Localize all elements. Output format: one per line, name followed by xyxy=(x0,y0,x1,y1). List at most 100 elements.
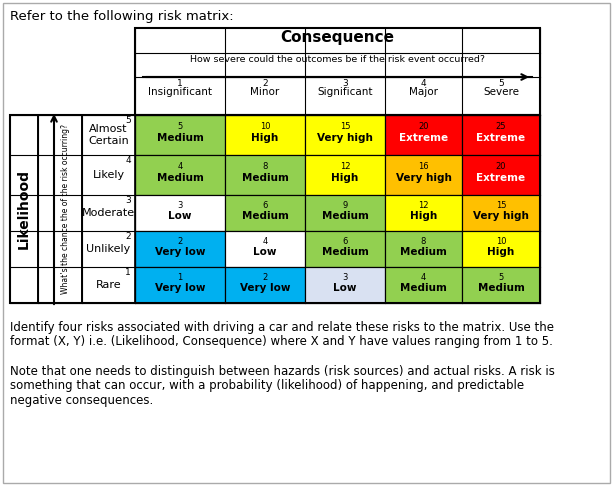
Text: Rare: Rare xyxy=(96,280,121,290)
Bar xyxy=(385,195,462,231)
Bar xyxy=(225,195,305,231)
Text: Low: Low xyxy=(253,247,276,257)
Text: Medium: Medium xyxy=(322,211,368,221)
Text: Insignificant: Insignificant xyxy=(148,87,212,97)
Bar xyxy=(82,115,135,303)
Text: 8: 8 xyxy=(262,162,268,171)
Text: 4: 4 xyxy=(262,237,268,245)
Text: 2: 2 xyxy=(177,237,183,245)
Bar xyxy=(385,231,462,267)
Text: Medium: Medium xyxy=(322,247,368,257)
Text: High: High xyxy=(332,173,359,183)
Text: negative consequences.: negative consequences. xyxy=(10,394,153,406)
Bar xyxy=(462,267,540,303)
Text: Consequence: Consequence xyxy=(281,30,395,45)
Bar xyxy=(305,267,385,303)
Text: 6: 6 xyxy=(342,237,348,245)
Text: 5: 5 xyxy=(498,79,504,88)
Text: 1: 1 xyxy=(177,79,183,88)
Bar xyxy=(38,115,82,303)
Text: Medium: Medium xyxy=(156,173,204,183)
Bar xyxy=(135,195,225,231)
Bar xyxy=(225,267,305,303)
Text: Very high: Very high xyxy=(395,173,451,183)
Text: Refer to the following risk matrix:: Refer to the following risk matrix: xyxy=(10,10,234,23)
Text: Low: Low xyxy=(168,211,192,221)
Text: 4: 4 xyxy=(421,79,426,88)
Bar xyxy=(135,28,540,115)
Text: 2: 2 xyxy=(262,79,268,88)
Text: something that can occur, with a probability (likelihood) of happening, and pred: something that can occur, with a probabi… xyxy=(10,379,524,392)
Text: 10: 10 xyxy=(496,237,506,245)
Text: How severe could the outcomes be if the risk event occurred?: How severe could the outcomes be if the … xyxy=(190,55,485,64)
Text: 6: 6 xyxy=(262,201,268,209)
Text: 8: 8 xyxy=(421,237,426,245)
Text: High: High xyxy=(487,247,515,257)
Text: Unlikely: Unlikely xyxy=(86,244,131,254)
Text: Low: Low xyxy=(333,283,357,293)
Bar xyxy=(135,267,225,303)
Text: 3: 3 xyxy=(342,79,348,88)
Text: 1: 1 xyxy=(177,273,183,281)
Bar xyxy=(385,267,462,303)
Bar xyxy=(305,155,385,195)
Text: 20: 20 xyxy=(496,162,506,171)
Text: 3: 3 xyxy=(125,196,131,205)
Bar xyxy=(10,115,540,303)
Text: Medium: Medium xyxy=(400,283,447,293)
Text: 15: 15 xyxy=(496,201,506,209)
Text: Very low: Very low xyxy=(154,247,205,257)
Text: Likely: Likely xyxy=(93,170,124,180)
Bar xyxy=(462,195,540,231)
Text: Medium: Medium xyxy=(156,133,204,143)
Text: 9: 9 xyxy=(343,201,348,209)
Text: Very high: Very high xyxy=(317,133,373,143)
Bar xyxy=(385,155,462,195)
Text: 4: 4 xyxy=(421,273,426,281)
Text: 3: 3 xyxy=(177,201,183,209)
Text: Very low: Very low xyxy=(154,283,205,293)
Bar xyxy=(10,115,38,303)
Text: What’s the chance the of the risk occurring?: What’s the chance the of the risk occurr… xyxy=(61,124,70,294)
Text: Medium: Medium xyxy=(400,247,447,257)
Text: 4: 4 xyxy=(177,162,183,171)
Bar xyxy=(305,231,385,267)
Text: 5: 5 xyxy=(177,122,183,131)
Text: 20: 20 xyxy=(418,122,428,131)
Text: Extreme: Extreme xyxy=(476,173,525,183)
Bar xyxy=(225,115,305,155)
Text: Almost
Certain: Almost Certain xyxy=(88,124,129,146)
Text: 15: 15 xyxy=(340,122,350,131)
Text: Identify four risks associated with driving a car and relate these risks to the : Identify four risks associated with driv… xyxy=(10,321,554,334)
Text: 12: 12 xyxy=(340,162,350,171)
Text: Minor: Minor xyxy=(250,87,280,97)
Text: Note that one needs to distinguish between hazards (risk sources) and actual ris: Note that one needs to distinguish betwe… xyxy=(10,364,555,378)
Bar xyxy=(305,115,385,155)
Text: 25: 25 xyxy=(496,122,506,131)
Text: 3: 3 xyxy=(342,273,348,281)
Bar xyxy=(135,155,225,195)
Bar xyxy=(385,115,462,155)
Text: Medium: Medium xyxy=(242,173,289,183)
Bar xyxy=(135,115,225,155)
Bar xyxy=(135,231,225,267)
Bar xyxy=(462,231,540,267)
Text: 2: 2 xyxy=(262,273,268,281)
Bar xyxy=(462,115,540,155)
Text: 12: 12 xyxy=(418,201,428,209)
Text: Major: Major xyxy=(409,87,438,97)
Text: 1: 1 xyxy=(125,268,131,277)
Bar xyxy=(225,231,305,267)
Text: High: High xyxy=(410,211,437,221)
Text: High: High xyxy=(251,133,279,143)
Text: 5: 5 xyxy=(125,116,131,125)
Text: Very high: Very high xyxy=(473,211,529,221)
Bar xyxy=(225,155,305,195)
Text: Likelihood: Likelihood xyxy=(17,169,31,249)
Text: 10: 10 xyxy=(260,122,270,131)
Text: Very low: Very low xyxy=(240,283,290,293)
Text: Medium: Medium xyxy=(478,283,525,293)
Text: format (X, Y) i.e. (Likelihood, Consequence) where X and Y have values ranging f: format (X, Y) i.e. (Likelihood, Conseque… xyxy=(10,335,553,348)
Text: Extreme: Extreme xyxy=(399,133,448,143)
Text: Significant: Significant xyxy=(318,87,373,97)
